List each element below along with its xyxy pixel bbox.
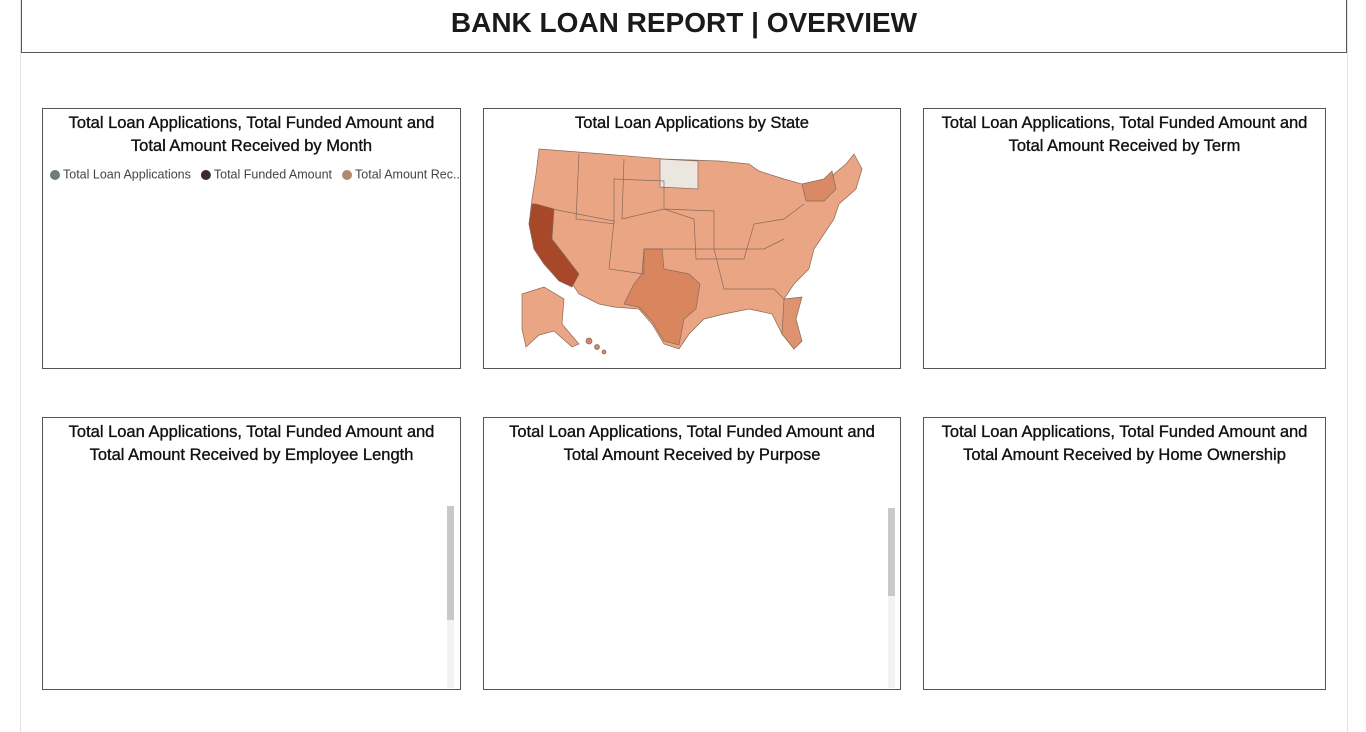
chart: Total Loan Applications Total Funded Amou… [50, 167, 460, 181]
chart-title: Total Loan Applications, Total Funded Am… [941, 114, 1308, 155]
panel: Total Loan Applications, Total Funded Am… [923, 417, 1326, 690]
header: BANK LOAN REPORT | OVERVIEW [21, 0, 1347, 53]
report-title: BANK LOAN REPORT | OVERVIEW [450, 7, 918, 38]
state-border [575, 153, 785, 250]
chart-title: Total Loan Applications, Total Funded Am… [68, 114, 435, 155]
scrollbar-thumb[interactable] [888, 508, 895, 596]
legend: Total Loan Applications Total Funded Amou… [50, 167, 460, 181]
panel: Total Loan Applications, Total Funded Am… [42, 108, 461, 369]
state-area [801, 170, 837, 202]
chart-title: Total Loan Applications, Total Funded Am… [941, 423, 1308, 464]
chart [521, 148, 863, 355]
page-edge [20, 0, 21, 732]
state-area [585, 337, 593, 345]
chart-title: Total Loan Applications, Total Funded Am… [68, 423, 435, 464]
chart [447, 506, 454, 688]
state-area [521, 286, 580, 348]
panel: Total Loan Applications, Total Funded Am… [42, 417, 461, 690]
panel: Total Loan Applications by State [483, 108, 901, 369]
legend-marker [200, 170, 211, 180]
legend-label: Total Amount Rec... [355, 167, 460, 181]
chart-title: Total Loan Applications by State [575, 114, 809, 132]
legend-marker [342, 170, 353, 180]
chart-title: Total Loan Applications, Total Funded Am… [509, 423, 875, 464]
state-area [594, 344, 600, 350]
state-area [601, 349, 607, 355]
state-border [551, 208, 785, 300]
legend-label: Total Loan Applications [63, 167, 191, 181]
panel: Total Loan Applications, Total Funded Am… [483, 417, 901, 690]
state-area [623, 248, 701, 346]
page-edge [1347, 0, 1348, 732]
scrollbar-thumb[interactable] [447, 506, 454, 620]
chart [888, 508, 895, 688]
panel: Total Loan Applications, Total Funded Am… [923, 108, 1326, 369]
state-area [659, 158, 699, 190]
state-area [528, 203, 580, 288]
legend-label: Total Funded Amount [214, 167, 333, 181]
state-border [621, 158, 805, 260]
scrollbar-track [888, 508, 895, 688]
state-area [781, 296, 803, 350]
us-map [521, 148, 863, 355]
legend-marker [50, 170, 60, 180]
